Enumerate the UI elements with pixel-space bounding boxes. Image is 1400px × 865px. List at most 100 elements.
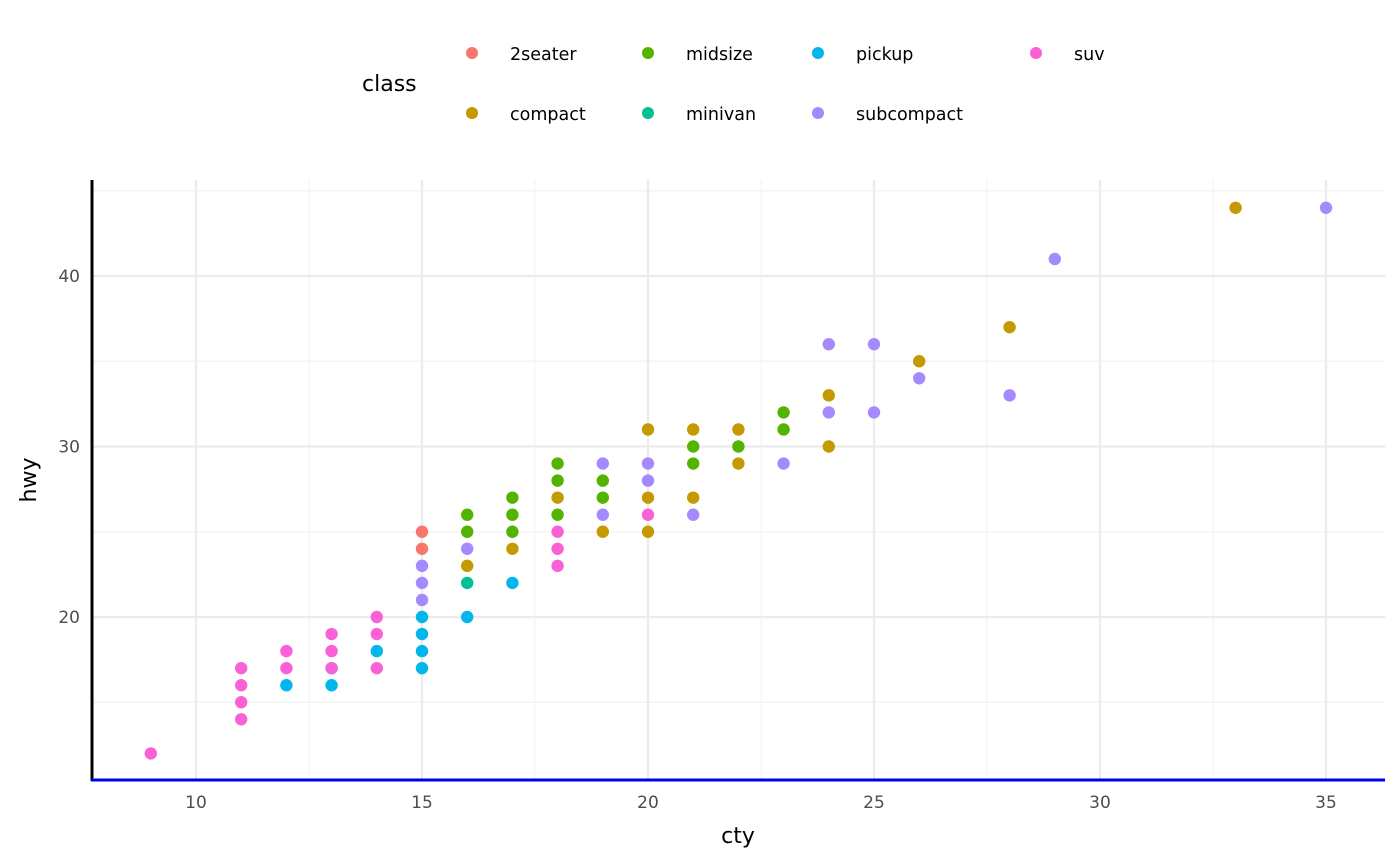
- data-point: [777, 457, 790, 470]
- data-point: [415, 661, 429, 675]
- x-tick-label: 35: [1315, 793, 1337, 813]
- x-tick-label: 15: [411, 793, 433, 813]
- data-point: [1048, 252, 1062, 266]
- legend-item-pickup: pickup: [812, 45, 913, 65]
- data-point: [415, 559, 429, 573]
- data-point: [687, 440, 700, 453]
- data-point: [732, 440, 745, 453]
- data-point: [1003, 320, 1016, 334]
- legend-label: suv: [1074, 45, 1105, 65]
- data-point: [551, 474, 564, 487]
- x-tick-label: 25: [863, 793, 885, 813]
- data-point: [415, 542, 429, 555]
- data-point: [144, 747, 157, 760]
- legend-item-compact: compact: [466, 105, 586, 125]
- data-point: [641, 491, 655, 504]
- data-point: [506, 542, 519, 555]
- legend-key-dot: [642, 107, 654, 119]
- data-point: [822, 440, 835, 453]
- data-point: [687, 457, 700, 470]
- data-point: [551, 525, 564, 538]
- data-point: [596, 491, 609, 504]
- data-point: [822, 389, 835, 402]
- data-point: [551, 542, 564, 555]
- data-point: [641, 423, 655, 436]
- data-point: [913, 355, 926, 368]
- grid-minor: [92, 180, 1385, 780]
- legend-title: class: [362, 72, 417, 97]
- data-point: [732, 457, 745, 470]
- series-compact: [461, 201, 1242, 573]
- series-suv: [144, 508, 655, 760]
- series-2seater: [415, 525, 429, 555]
- data-point: [687, 508, 700, 521]
- series-midsize: [461, 406, 790, 538]
- data-points: [144, 201, 1333, 760]
- data-point: [415, 593, 429, 607]
- legend-label: midsize: [686, 45, 753, 65]
- data-point: [461, 610, 474, 624]
- data-point: [235, 679, 248, 692]
- data-point: [822, 406, 835, 419]
- y-tick-label: 40: [58, 267, 80, 287]
- data-point: [867, 338, 881, 351]
- legend-key-dot: [466, 107, 478, 119]
- data-point: [641, 457, 655, 470]
- data-point: [913, 372, 926, 385]
- data-point: [551, 457, 564, 470]
- legend-item-2seater: 2seater: [466, 45, 577, 65]
- data-point: [551, 508, 564, 521]
- data-point: [506, 508, 519, 521]
- legend: class 2seater compact midsize minivan pickup…: [362, 45, 1105, 125]
- series-subcompact: [415, 201, 1333, 607]
- legend-label: compact: [510, 105, 586, 125]
- legend-key-dot: [812, 107, 824, 119]
- legend-key-dot: [1030, 47, 1042, 59]
- data-point: [415, 610, 429, 624]
- legend-label: 2seater: [510, 45, 577, 65]
- data-point: [641, 474, 655, 487]
- y-axis-tick-labels: 20 30 40: [58, 267, 80, 628]
- legend-label: subcompact: [856, 105, 963, 125]
- data-point: [461, 525, 474, 538]
- legend-label: minivan: [686, 105, 756, 125]
- legend-item-suv: suv: [1030, 45, 1105, 65]
- y-tick-label: 30: [58, 438, 80, 458]
- data-point: [551, 559, 564, 573]
- data-point: [461, 576, 474, 590]
- data-point: [1319, 201, 1333, 214]
- data-point: [596, 474, 609, 487]
- data-point: [506, 491, 519, 504]
- data-point: [1229, 201, 1242, 214]
- legend-key-dot: [812, 47, 824, 59]
- data-point: [280, 661, 293, 675]
- data-point: [235, 661, 248, 675]
- data-point: [415, 627, 429, 641]
- data-point: [325, 679, 338, 692]
- data-point: [822, 338, 835, 351]
- legend-item-minivan: minivan: [642, 105, 756, 125]
- data-point: [370, 610, 383, 624]
- series-minivan: [461, 576, 474, 590]
- data-point: [370, 627, 383, 641]
- data-point: [641, 508, 655, 521]
- x-tick-label: 10: [185, 793, 207, 813]
- data-point: [415, 525, 429, 538]
- data-point: [867, 406, 881, 419]
- legend-item-midsize: midsize: [642, 45, 753, 65]
- data-point: [235, 696, 248, 709]
- data-point: [687, 491, 700, 504]
- data-point: [235, 713, 248, 726]
- data-point: [325, 627, 338, 641]
- legend-key-dot: [466, 47, 478, 59]
- data-point: [551, 491, 564, 504]
- data-point: [325, 644, 338, 658]
- x-tick-label: 20: [637, 793, 659, 813]
- data-point: [506, 525, 519, 538]
- data-point: [596, 457, 609, 470]
- data-point: [641, 525, 655, 538]
- y-tick-label: 20: [58, 608, 80, 628]
- legend-item-subcompact: subcompact: [812, 105, 963, 125]
- legend-label: pickup: [856, 45, 913, 65]
